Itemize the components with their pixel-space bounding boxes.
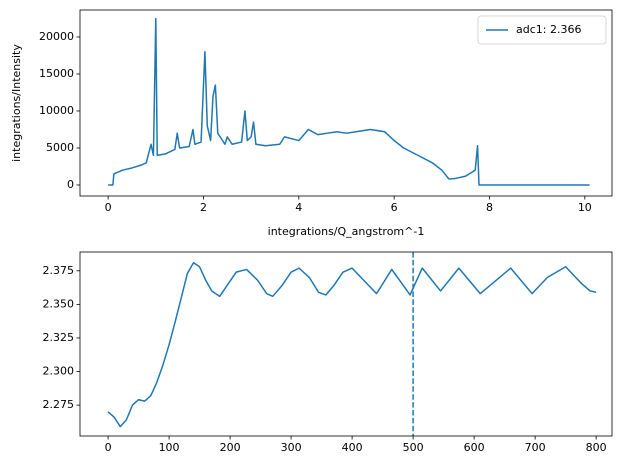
x-tick-label: 10	[578, 201, 592, 214]
x-tick-label: 8	[486, 201, 493, 214]
data-line	[107, 261, 597, 428]
x-tick-label: 0	[105, 201, 112, 214]
y-tick-label: 2.275	[43, 398, 75, 411]
y-tick-label: 15000	[39, 67, 74, 80]
data-line	[108, 17, 590, 186]
legend: adc1: 2.366	[477, 15, 607, 45]
x-tick-label: 4	[295, 201, 302, 214]
y-tick-label: 2.375	[43, 264, 75, 277]
y-tick-label: 5000	[46, 141, 74, 154]
x-axis-label: integrations/Q_angstrom^-1	[268, 225, 425, 238]
y-tick-label: 2.325	[43, 331, 75, 344]
legend-box	[477, 15, 607, 45]
x-tick-label: 6	[391, 201, 398, 214]
x-tick-label: 500	[403, 441, 424, 454]
x-tick-label: 700	[525, 441, 546, 454]
axes-frame	[79, 251, 613, 437]
x-tick-label: 300	[281, 441, 302, 454]
y-tick-label: 2.300	[43, 365, 75, 378]
x-tick-label: 800	[586, 441, 607, 454]
y-tick-label: 20000	[39, 30, 74, 43]
x-tick-label: 600	[464, 441, 485, 454]
x-tick-label: 2	[200, 201, 207, 214]
x-tick-label: 0	[105, 441, 112, 454]
y-tick-label: 0	[67, 178, 74, 191]
axes-frame	[79, 9, 613, 197]
y-axis-label: integrations/Intensity	[10, 44, 23, 162]
y-tick-label: 2.350	[43, 297, 75, 310]
x-tick-label: 100	[159, 441, 180, 454]
y-tick-label: 10000	[39, 104, 74, 117]
x-tick-label: 200	[220, 441, 241, 454]
x-tick-label: 400	[342, 441, 363, 454]
legend-label: adc1: 2.366	[516, 23, 581, 36]
